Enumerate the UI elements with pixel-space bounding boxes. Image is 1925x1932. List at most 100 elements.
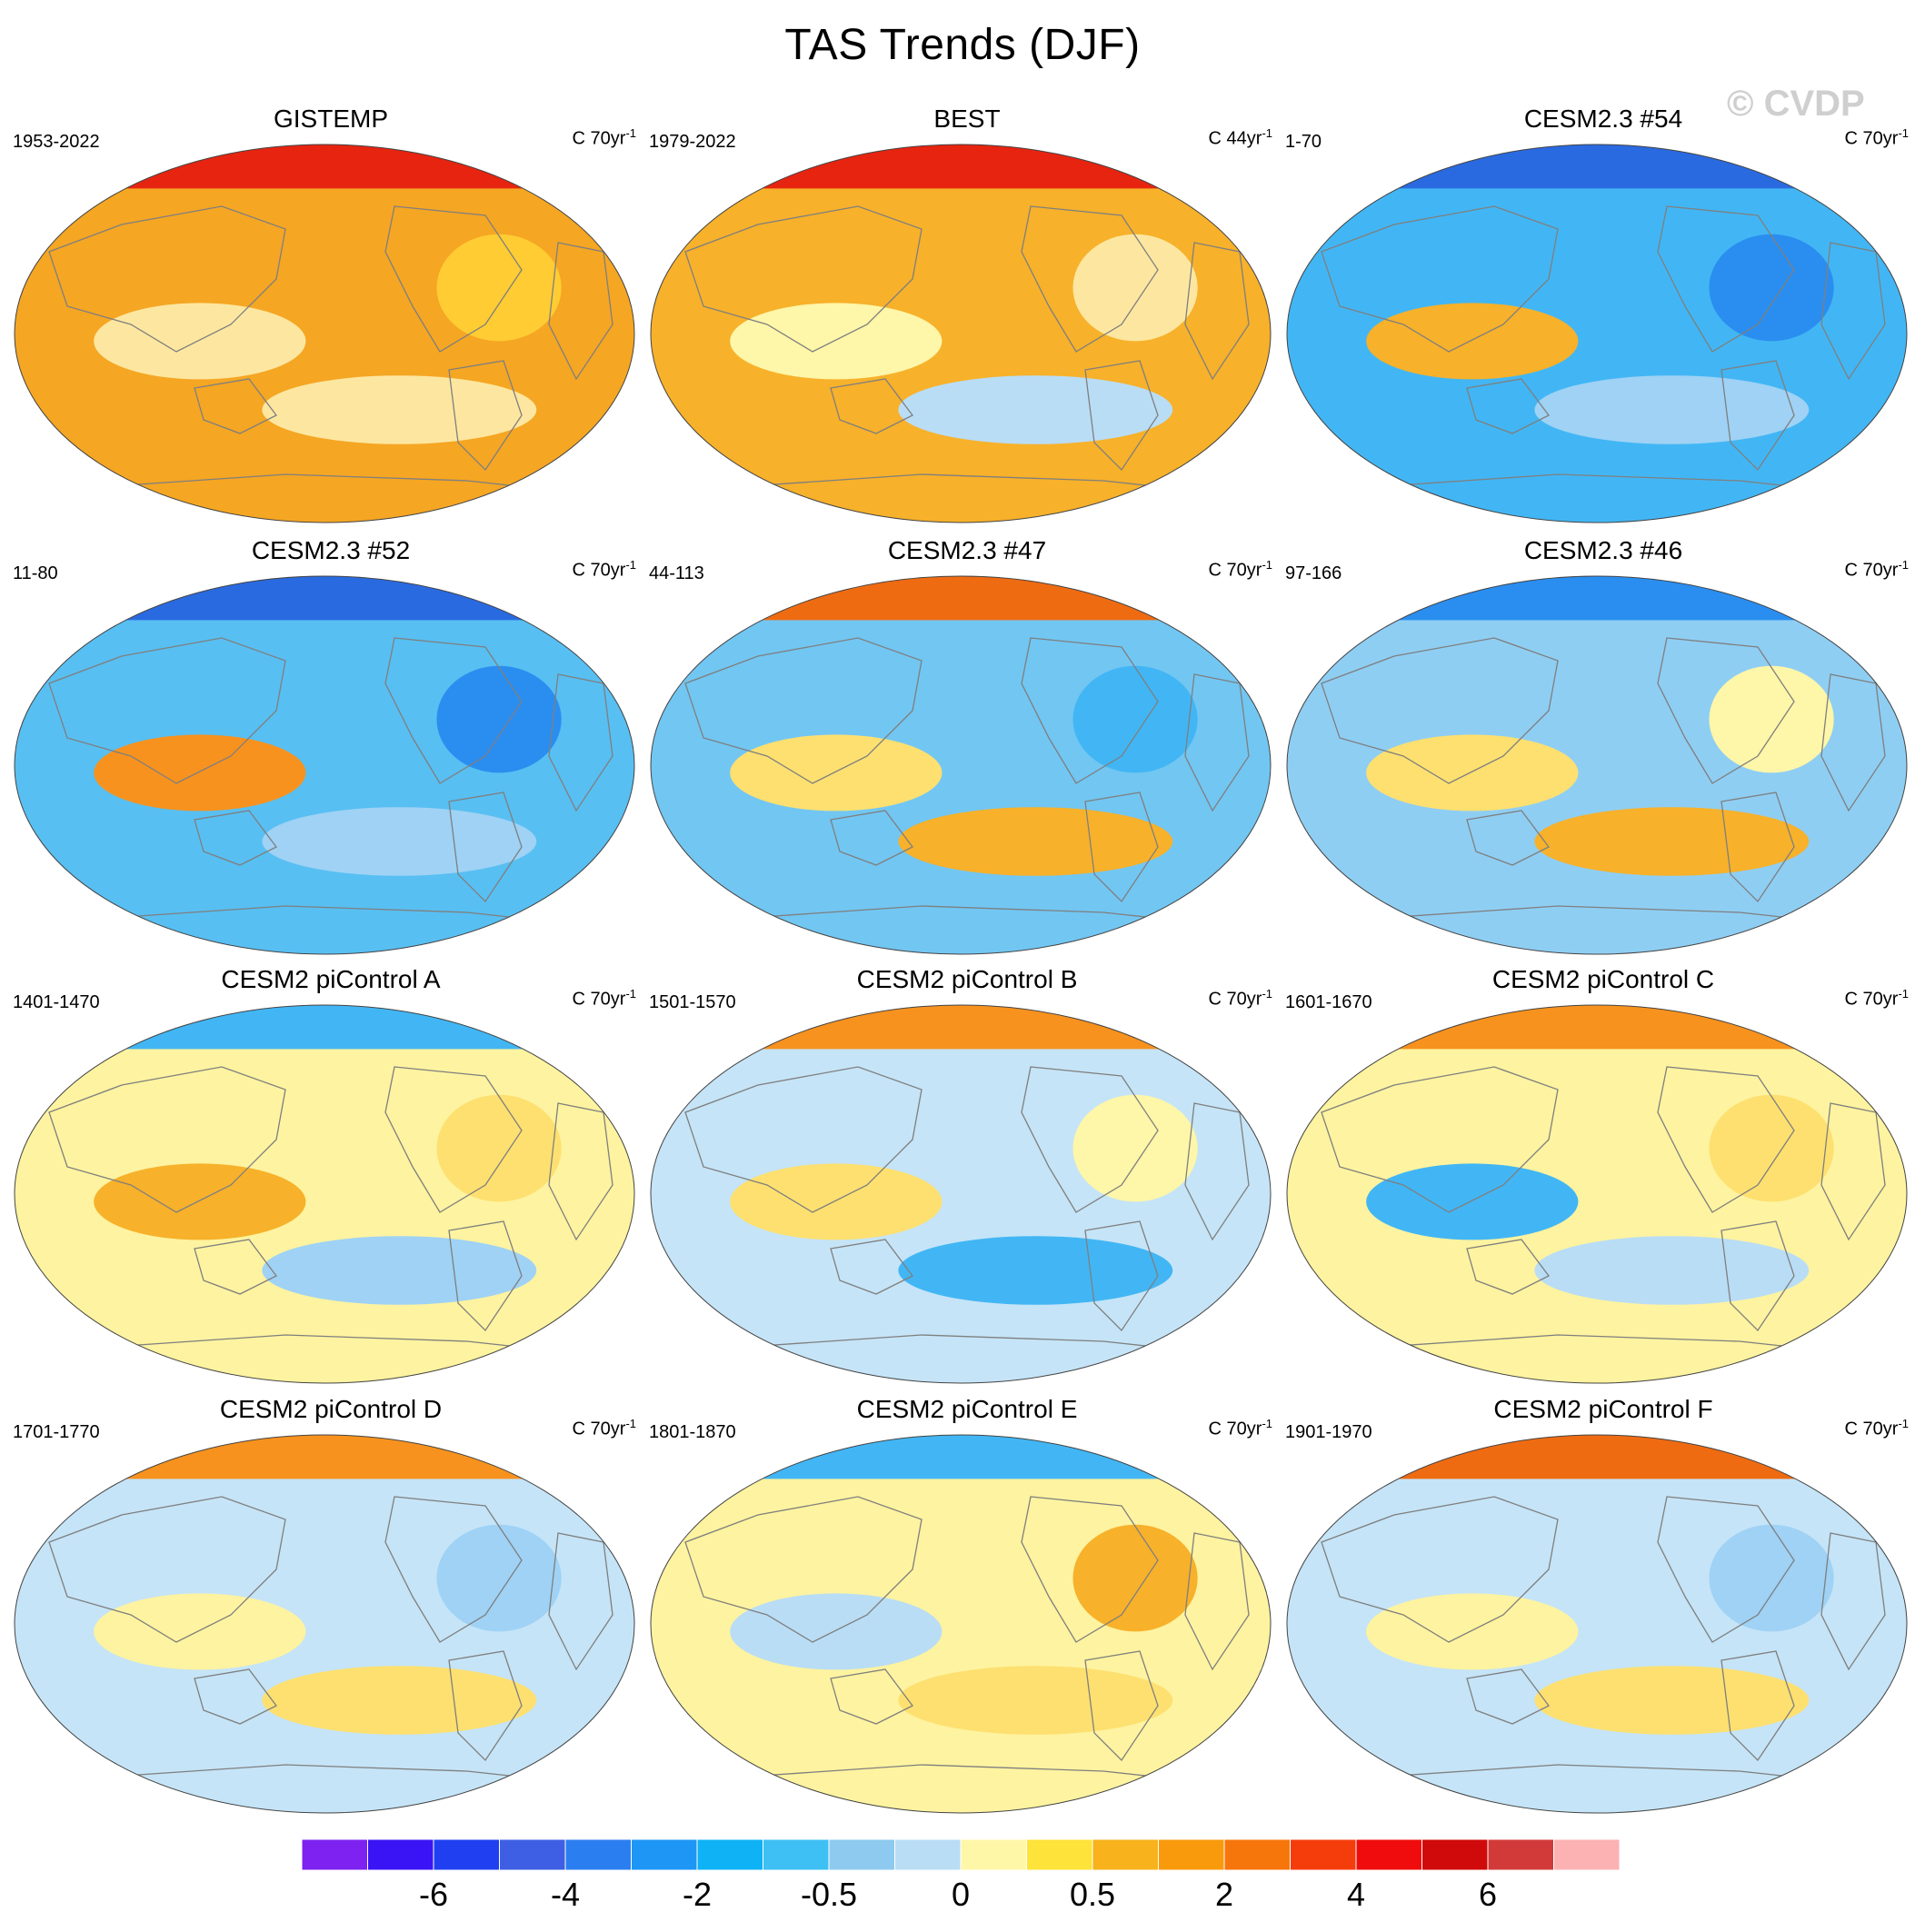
colorbar-swatch: [1421, 1839, 1489, 1870]
panel-period: 1801-1870: [649, 1422, 736, 1442]
colorbar-swatch: [302, 1839, 368, 1870]
map-plot: [650, 144, 1272, 523]
page-title: TAS Trends (DJF): [784, 21, 1141, 69]
field-anomaly: [262, 1236, 537, 1305]
panel-period: 44-113: [649, 563, 704, 583]
field-anomaly: [1534, 1236, 1810, 1305]
map-border: [1286, 1004, 1908, 1384]
panel-title: CESM2 piControl D: [219, 1395, 443, 1423]
field-arctic: [1287, 1005, 1907, 1050]
map-border: [1286, 575, 1908, 955]
panel-title: CESM2.3 #54: [1523, 105, 1683, 133]
map-panel: CESM2 piControl A 1401-1470 C 70yr-1: [13, 965, 649, 1392]
field-anomaly: [1366, 1163, 1579, 1240]
map-border: [650, 1004, 1272, 1384]
panel-units: C 70yr-1: [572, 1417, 636, 1439]
colorbar-label: -6: [418, 1876, 449, 1913]
panel-units: C 70yr-1: [572, 126, 636, 149]
colorbar-swatch: [564, 1839, 632, 1870]
field-anomaly: [436, 1524, 562, 1632]
panel-units: C 70yr-1: [572, 558, 636, 581]
map-panel: GISTEMP 1953-2022 C 70yr-1: [13, 105, 649, 532]
field-anomaly: [94, 1593, 306, 1670]
panel-title: CESM2.3 #47: [887, 536, 1047, 564]
colorbar-swatch: [1487, 1839, 1554, 1870]
field-anomaly: [730, 1593, 943, 1670]
colorbar-swatch: [828, 1839, 895, 1870]
panel-title: CESM2 piControl B: [856, 965, 1078, 993]
coastlines: [1321, 1496, 1886, 1784]
map-plot: [1286, 144, 1908, 523]
colorbar: [302, 1839, 1620, 1870]
field-anomaly: [730, 1163, 943, 1240]
map-panel: CESM2.3 #47 44-113 C 70yr-1: [649, 536, 1285, 963]
field-arctic: [1287, 1435, 1907, 1479]
coastlines: [1321, 205, 1886, 493]
field-anomaly: [730, 303, 943, 380]
field-anomaly: [730, 734, 943, 812]
panel-units: C 70yr-1: [1208, 1417, 1272, 1439]
colorbar-swatch: [1092, 1839, 1159, 1870]
coastlines: [48, 1496, 613, 1784]
map-plot: [650, 1004, 1272, 1384]
panel-units: C 70yr-1: [1844, 987, 1909, 1010]
map-plot: [14, 1004, 635, 1384]
field-anomaly: [94, 1163, 306, 1240]
colorbar-label: 2: [1214, 1876, 1234, 1913]
coastlines: [684, 205, 1250, 493]
colorbar-label: 6: [1478, 1876, 1498, 1913]
field-anomaly: [94, 734, 306, 812]
colorbar-label: 0: [951, 1876, 971, 1913]
field-arctic: [651, 144, 1271, 189]
colorbar-swatch: [631, 1839, 698, 1870]
panel-title: CESM2 piControl A: [221, 965, 441, 993]
field-anomaly: [1709, 665, 1834, 773]
colorbar-swatch: [367, 1839, 434, 1870]
map-plot: [1286, 1004, 1908, 1384]
panel-units: C 70yr-1: [1844, 558, 1909, 581]
colorbar-swatch: [1158, 1839, 1225, 1870]
field-anomaly: [898, 1666, 1173, 1735]
field-anomaly: [898, 807, 1173, 876]
map-panel: CESM2 piControl C 1601-1670 C 70yr-1: [1285, 965, 1921, 1392]
field-anomaly: [1072, 1524, 1198, 1632]
panel-period: 11-80: [13, 563, 58, 583]
map-panel: CESM2.3 #52 11-80 C 70yr-1: [13, 536, 649, 963]
colorbar-swatch: [894, 1839, 962, 1870]
field-anomaly: [436, 665, 562, 773]
field-anomaly: [436, 1094, 562, 1202]
map-plot: [650, 575, 1272, 955]
colorbar-label: -0.5: [800, 1876, 858, 1913]
panel-period: 1-70: [1285, 132, 1322, 152]
map-panel: CESM2 piControl E 1801-1870 C 70yr-1: [649, 1395, 1285, 1822]
field-anomaly: [898, 1236, 1173, 1305]
colorbar-swatch: [763, 1839, 830, 1870]
field-arctic: [1287, 144, 1907, 189]
colorbar-swatch: [1026, 1839, 1093, 1870]
map-plot: [650, 1434, 1272, 1814]
field-anomaly: [1534, 1666, 1810, 1735]
map-panel: CESM2.3 #46 97-166 C 70yr-1: [1285, 536, 1921, 963]
panel-units: C 70yr-1: [1844, 1417, 1909, 1439]
field-anomaly: [1072, 234, 1198, 342]
field-anomaly: [436, 234, 562, 342]
colorbar-swatch: [960, 1839, 1027, 1870]
colorbar-swatch: [1553, 1839, 1620, 1870]
field-anomaly: [1366, 303, 1579, 380]
panel-title: CESM2 piControl C: [1491, 965, 1715, 993]
coastlines: [684, 1066, 1250, 1354]
panel-title: CESM2.3 #52: [251, 536, 411, 564]
map-border: [14, 1434, 635, 1814]
panel-period: 1601-1670: [1285, 992, 1372, 1012]
field-arctic: [651, 1435, 1271, 1479]
panel-title: BEST: [933, 105, 1001, 133]
map-plot: [1286, 575, 1908, 955]
field-arctic: [651, 1005, 1271, 1050]
field-anomaly: [94, 303, 306, 380]
panel-period: 1953-2022: [13, 132, 100, 152]
panel-period: 1401-1470: [13, 992, 100, 1012]
map-plot: [1286, 1434, 1908, 1814]
coastlines: [48, 205, 613, 493]
panel-title: CESM2 piControl F: [1493, 1395, 1713, 1423]
field-anomaly: [898, 375, 1173, 444]
